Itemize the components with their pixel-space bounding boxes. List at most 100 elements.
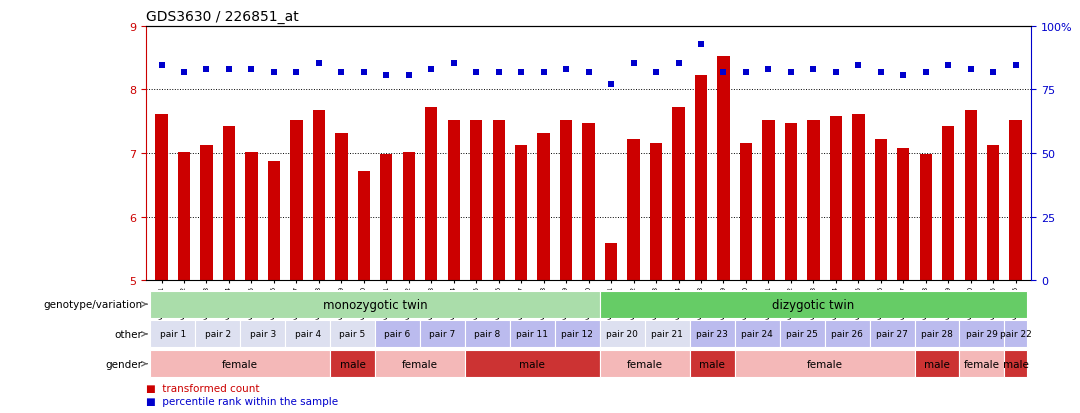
Point [333, 69, 350, 76]
Bar [627, 140, 639, 280]
Bar [734, 320, 780, 348]
Text: ■  percentile rank within the sample: ■ percentile rank within the sample [146, 396, 338, 406]
Bar [869, 320, 915, 348]
Bar [200, 146, 213, 280]
Text: female: female [964, 359, 1000, 369]
Bar [357, 171, 370, 280]
Text: pair 12: pair 12 [562, 330, 593, 339]
Bar [915, 320, 959, 348]
Bar [959, 350, 1004, 377]
Bar [240, 320, 285, 348]
Bar [915, 350, 959, 377]
Bar [178, 152, 190, 280]
Text: genotype/variation: genotype/variation [43, 299, 143, 309]
Bar [291, 121, 302, 280]
Bar [555, 320, 599, 348]
Point [670, 60, 687, 67]
Point [894, 73, 912, 80]
Text: pair 22: pair 22 [1000, 330, 1031, 339]
Bar [690, 350, 734, 377]
Point [220, 66, 238, 73]
Text: pair 7: pair 7 [430, 330, 456, 339]
Text: GDS3630 / 226851_at: GDS3630 / 226851_at [146, 10, 298, 24]
Text: pair 24: pair 24 [741, 330, 773, 339]
Text: dizygotic twin: dizygotic twin [772, 298, 854, 311]
Text: pair 27: pair 27 [876, 330, 908, 339]
Point [625, 60, 643, 67]
Point [535, 69, 552, 76]
Bar [313, 111, 325, 280]
Point [873, 69, 890, 76]
Bar [426, 108, 437, 280]
Bar [330, 320, 375, 348]
Point [468, 69, 485, 76]
Bar [375, 320, 420, 348]
Text: male: male [699, 359, 725, 369]
Bar [987, 146, 999, 280]
Text: female: female [807, 359, 842, 369]
Text: pair 5: pair 5 [339, 330, 366, 339]
Text: other: other [114, 329, 143, 339]
Text: pair 8: pair 8 [474, 330, 500, 339]
Bar [825, 320, 869, 348]
Text: pair 20: pair 20 [606, 330, 638, 339]
Bar [335, 133, 348, 280]
Bar [492, 121, 504, 280]
Point [647, 69, 664, 76]
Text: gender: gender [105, 359, 143, 369]
Bar [515, 146, 527, 280]
Bar [420, 320, 465, 348]
Point [445, 60, 462, 67]
Bar [829, 117, 842, 280]
Text: monozygotic twin: monozygotic twin [323, 298, 428, 311]
Text: pair 23: pair 23 [697, 330, 728, 339]
Text: female: female [222, 359, 258, 369]
Point [513, 69, 530, 76]
Text: female: female [402, 359, 438, 369]
Text: pair 26: pair 26 [832, 330, 863, 339]
Bar [645, 320, 690, 348]
Text: male: male [519, 359, 545, 369]
Text: pair 28: pair 28 [921, 330, 953, 339]
Point [715, 69, 732, 76]
Bar [599, 291, 1027, 318]
Text: pair 21: pair 21 [651, 330, 684, 339]
Bar [605, 244, 618, 280]
Bar [785, 123, 797, 280]
Point [557, 66, 575, 73]
Bar [673, 108, 685, 280]
Point [355, 69, 373, 76]
Bar [694, 76, 707, 280]
Bar [470, 121, 483, 280]
Bar [740, 144, 752, 280]
Point [243, 66, 260, 73]
Bar [150, 291, 599, 318]
Bar [942, 127, 955, 280]
Bar [1010, 121, 1022, 280]
Point [985, 69, 1002, 76]
Bar [852, 114, 864, 280]
Bar [510, 320, 555, 348]
Bar [650, 144, 662, 280]
Bar [717, 57, 730, 280]
Bar [465, 350, 599, 377]
Bar [150, 350, 330, 377]
Bar [559, 121, 572, 280]
Bar [599, 320, 645, 348]
Point [940, 63, 957, 69]
Text: male: male [339, 359, 365, 369]
Bar [762, 121, 774, 280]
Point [1007, 63, 1024, 69]
Bar [875, 140, 887, 280]
Point [850, 63, 867, 69]
Bar [268, 161, 280, 280]
Bar [403, 152, 415, 280]
Bar [375, 350, 465, 377]
Point [175, 69, 192, 76]
Point [310, 60, 327, 67]
Text: pair 25: pair 25 [786, 330, 818, 339]
Point [422, 66, 440, 73]
Bar [582, 123, 595, 280]
Point [782, 69, 799, 76]
Point [287, 69, 305, 76]
